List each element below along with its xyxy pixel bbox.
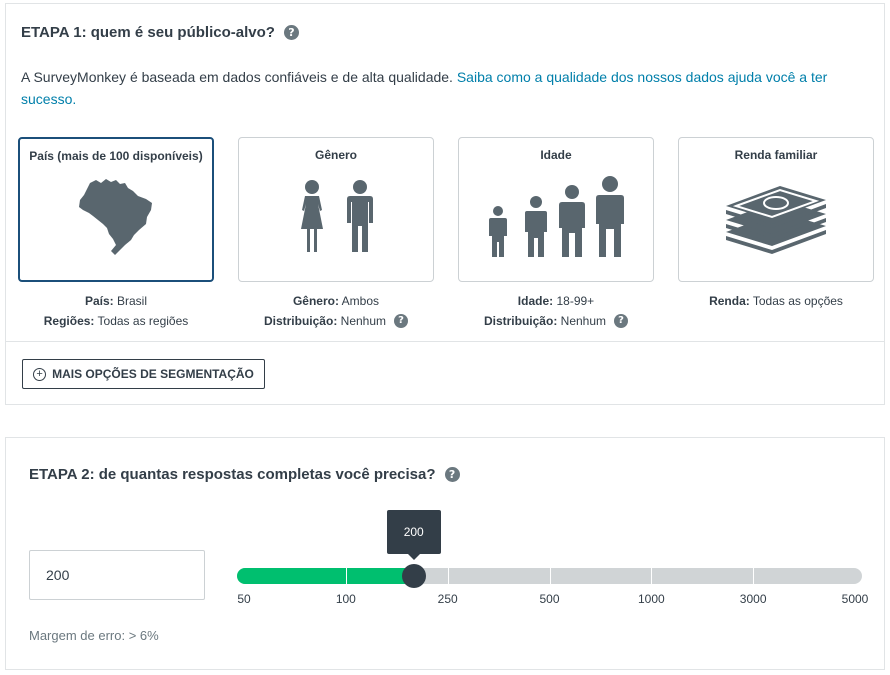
money-stack-icon [679,176,873,260]
card-country-title: País (mais de 100 disponíveis) [29,149,203,163]
slider-tick-label: 100 [335,592,356,606]
detail-value: Nenhum [337,314,387,328]
step2-title: ETAPA 2: de quantas respostas completas … [29,466,460,483]
question-circle-icon[interactable]: ? [283,25,299,40]
gender-details: Gênero: Ambos Distribuição: Nenhum? [238,291,434,331]
detail-value: Brasil [113,294,148,308]
slider-tick-label: 3000 [739,592,767,606]
data-quality-link[interactable]: Saiba como a qualidade dos nossos dados … [21,69,828,107]
detail-label: Distribuição: [483,314,558,328]
detail-value: Nenhum [557,314,607,328]
detail-label: Distribuição: [263,314,338,328]
card-gender-title: Gênero [314,148,357,162]
slider-tick [447,568,449,584]
country-details: País: Brasil Regiões: Todas as regiões [18,291,214,331]
responses-slider[interactable]: 200 50 100 250 500 1000 3000 5000 [237,510,868,606]
card-income-title: Renda familiar [734,148,818,162]
detail-value: Todas as opções [749,294,843,308]
question-circle-icon[interactable]: ? [614,314,629,328]
plus-circle-icon: + [33,367,47,381]
slider-tick [345,568,347,584]
slider-tick-label: 500 [539,592,560,606]
card-country[interactable]: País (mais de 100 disponíveis) [18,137,214,282]
slider-tick-label: 50 [237,592,251,606]
step2-panel: ETAPA 2: de quantas respostas completas … [5,437,885,670]
age-details: Idade: 18-99+ Distribuição: Nenhum? [458,291,654,331]
detail-label: Renda: [709,294,750,308]
card-income[interactable]: Renda familiar [678,137,874,282]
more-targeting-options-label: MAIS OPÇÕES DE SEGMENTAÇÃO [52,367,254,381]
card-age[interactable]: Idade [458,137,654,282]
detail-value: 18-99+ [553,294,595,308]
slider-tooltip-text: 200 [403,525,424,539]
income-details: Renda: Todas as opções [678,291,874,311]
more-options-bar: + MAIS OPÇÕES DE SEGMENTAÇÃO [6,341,884,405]
slider-tick [549,568,551,584]
more-targeting-options-button[interactable]: + MAIS OPÇÕES DE SEGMENTAÇÃO [22,359,265,389]
age-people-icon [459,176,653,258]
card-age-title: Idade [540,148,572,162]
slider-tick-label: 5000 [841,592,869,606]
slider-tooltip: 200 [386,510,441,560]
responses-count-input[interactable] [29,550,205,600]
slider-tick-label: 1000 [637,592,665,606]
step1-intro: A SurveyMonkey é baseada em dados confiá… [21,66,861,110]
step1-panel: ETAPA 1: quem é seu público-alvo? ? A Su… [5,3,885,405]
slider-tick-label: 250 [437,592,458,606]
step1-title: ETAPA 1: quem é seu público-alvo? ? [21,24,299,41]
step1-title-text: ETAPA 1: quem é seu público-alvo? [21,24,275,41]
detail-label: Gênero: [292,294,339,308]
question-circle-icon[interactable]: ? [444,467,460,482]
question-circle-icon[interactable]: ? [394,314,409,328]
detail-value: Ambos [338,294,380,308]
detail-label: Idade: [517,294,554,308]
card-gender[interactable]: Gênero [238,137,434,282]
detail-label: País: [84,294,114,308]
slider-fill [237,568,414,584]
intro-text: A SurveyMonkey é baseada em dados confiá… [21,69,457,85]
brazil-map-icon [20,177,212,259]
gender-people-icon [239,180,433,254]
detail-label: Regiões: [43,314,95,328]
slider-tick [753,568,755,584]
step2-title-text: ETAPA 2: de quantas respostas completas … [29,466,436,483]
margin-of-error: Margem de erro: > 6% [29,628,159,643]
slider-tick [651,568,653,584]
slider-thumb[interactable] [401,564,426,588]
detail-value: Todas as regiões [94,314,189,328]
